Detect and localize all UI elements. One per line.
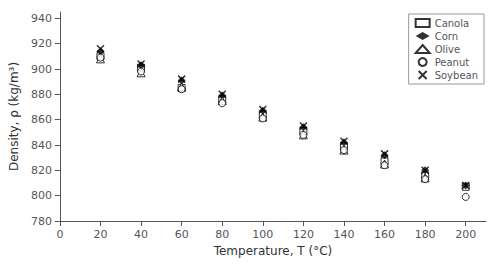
svg-text:900: 900 bbox=[31, 63, 52, 76]
svg-text:920: 920 bbox=[31, 37, 52, 50]
svg-text:0: 0 bbox=[56, 228, 63, 241]
svg-text:Canola: Canola bbox=[435, 18, 469, 29]
svg-text:60: 60 bbox=[175, 228, 189, 241]
svg-text:820: 820 bbox=[31, 164, 52, 177]
svg-text:780: 780 bbox=[31, 215, 52, 228]
svg-text:20: 20 bbox=[93, 228, 107, 241]
svg-text:200: 200 bbox=[455, 228, 476, 241]
svg-text:880: 880 bbox=[31, 88, 52, 101]
svg-text:160: 160 bbox=[374, 228, 395, 241]
svg-text:Temperature, T (°C): Temperature, T (°C) bbox=[213, 244, 333, 258]
svg-text:80: 80 bbox=[215, 228, 229, 241]
svg-text:Olive: Olive bbox=[435, 44, 461, 55]
svg-text:Peanut: Peanut bbox=[435, 57, 470, 68]
svg-text:940: 940 bbox=[31, 12, 52, 25]
svg-text:100: 100 bbox=[252, 228, 273, 241]
svg-text:Corn: Corn bbox=[435, 31, 458, 42]
svg-text:120: 120 bbox=[293, 228, 314, 241]
svg-text:40: 40 bbox=[134, 228, 148, 241]
svg-text:860: 860 bbox=[31, 113, 52, 126]
svg-text:Soybean: Soybean bbox=[435, 70, 478, 81]
svg-text:140: 140 bbox=[333, 228, 354, 241]
svg-text:Density, ρ (kg/m³): Density, ρ (kg/m³) bbox=[7, 62, 21, 171]
svg-text:180: 180 bbox=[415, 228, 436, 241]
svg-text:800: 800 bbox=[31, 189, 52, 202]
svg-text:840: 840 bbox=[31, 139, 52, 152]
